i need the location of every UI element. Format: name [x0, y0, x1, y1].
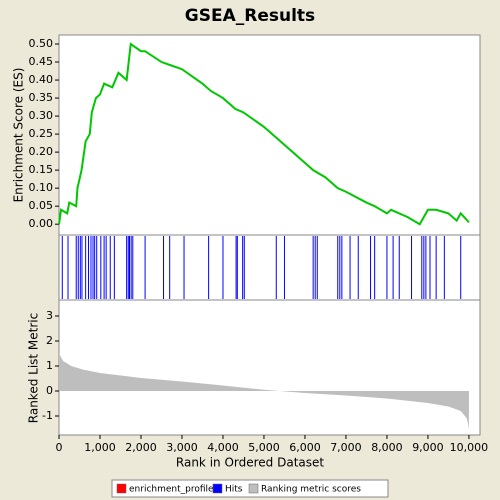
legend-label: Hits	[225, 485, 243, 495]
x-tick-label: 10,000	[450, 441, 489, 454]
es-axis-label: Enrichment Score (ES)	[12, 68, 26, 203]
chart-title: GSEA_Results	[185, 6, 315, 26]
legend-label: Ranking metric scores	[261, 485, 361, 495]
x-tick-label: 7,000	[330, 441, 362, 454]
y-tick-label: 0.50	[29, 37, 54, 50]
x-tick-label: 3,000	[166, 441, 198, 454]
y-tick-label: 0.45	[29, 55, 54, 68]
y-tick-label: 0.40	[29, 73, 54, 86]
y-tick-label: 0.05	[29, 199, 54, 212]
legend-swatch	[248, 483, 259, 494]
hits-panel	[58, 234, 481, 301]
x-tick-label: 4,000	[207, 441, 239, 454]
y-tick-label: 0.25	[29, 127, 54, 140]
x-tick-label: 2,000	[125, 441, 157, 454]
y-tick-label: 0.10	[29, 181, 54, 194]
es-panel	[58, 34, 481, 236]
y-tick-label: 0.15	[29, 163, 54, 176]
x-tick-label: 0	[56, 441, 63, 454]
x-tick-label: 5,000	[248, 441, 280, 454]
y-tick-label: -1	[42, 409, 53, 422]
x-tick-label: 6,000	[289, 441, 321, 454]
plot: 0.00 0.05 0.10 0.15 0.20 0.25 0.30 0.35 0.40 0.45…	[29, 37, 489, 494]
metric-area	[59, 353, 469, 429]
x-tick-label: 8,000	[371, 441, 403, 454]
x-tick-label: 1,000	[84, 441, 116, 454]
y-tick-label: 0	[46, 384, 53, 397]
es-line	[58, 42, 470, 226]
y-tick-label: 0.35	[29, 91, 54, 104]
legend-swatch	[212, 483, 223, 494]
y-tick-label: 2	[46, 334, 53, 347]
y-tick-label: 1	[46, 359, 53, 372]
legend-swatch	[116, 483, 127, 494]
y-tick-label: 0.00	[29, 217, 54, 230]
x-axis-label: Rank in Ordered Dataset	[176, 456, 324, 470]
x-tick-label: 9,000	[412, 441, 444, 454]
metric-axis-label: Ranked List Metric	[27, 313, 41, 423]
legend-label: enrichment_profile	[129, 485, 214, 495]
y-tick-label: 0.30	[29, 109, 54, 122]
y-tick-label: 3	[46, 309, 53, 322]
metric-panel	[58, 299, 481, 436]
y-tick-label: 0.20	[29, 145, 54, 158]
